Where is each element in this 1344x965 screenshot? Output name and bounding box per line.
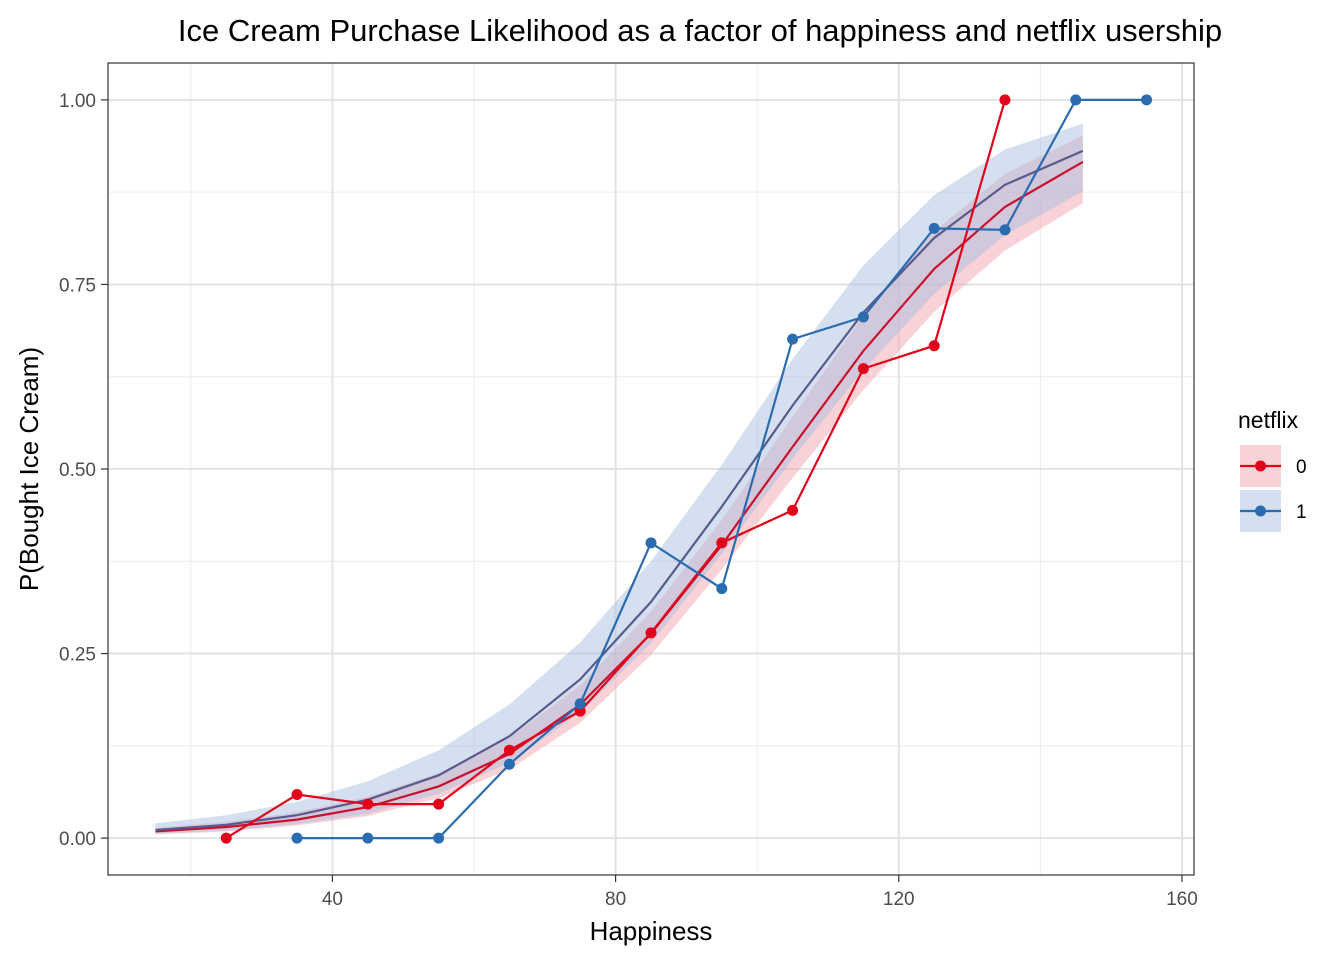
x-tick-label: 160 <box>1166 889 1198 910</box>
confidence-band-series-1 <box>155 123 1083 834</box>
data-point-series-0 <box>362 798 374 810</box>
data-point-series-0 <box>716 537 728 549</box>
data-point-series-1 <box>1070 94 1082 106</box>
y-tick-label: 0.00 <box>59 829 96 850</box>
legend-key-point <box>1255 460 1266 472</box>
y-axis-label: P(Bought Ice Cream) <box>14 347 44 591</box>
data-point-series-1 <box>433 832 445 844</box>
legend-item-1: 1 <box>1240 490 1307 532</box>
data-point-series-1 <box>574 698 586 710</box>
point-layer <box>220 94 1153 844</box>
data-point-series-0 <box>503 744 515 756</box>
x-axis-label: Happiness <box>590 916 713 946</box>
legend-key-point <box>1255 505 1266 517</box>
legend: netflix 01 <box>1238 407 1307 532</box>
axis-layer: 40 80 120 160 0.00 0.25 0.50 0.75 1.00 <box>59 91 1198 910</box>
data-point-series-1 <box>716 583 728 595</box>
data-point-series-1 <box>362 832 374 844</box>
data-line-series-0 <box>225 99 1007 840</box>
fit-line-series-1 <box>155 149 1084 832</box>
data-point-series-1 <box>503 758 515 770</box>
legend-title: netflix <box>1238 407 1299 433</box>
data-point-series-0 <box>928 340 940 352</box>
legend-label: 0 <box>1296 457 1307 478</box>
data-point-series-1 <box>787 333 799 345</box>
x-tick-label: 40 <box>322 889 343 910</box>
data-point-series-0 <box>220 832 232 844</box>
fit-line-series-0 <box>155 160 1084 833</box>
data-point-series-0 <box>645 627 657 639</box>
data-point-series-1 <box>1141 94 1153 106</box>
x-tick-label: 120 <box>883 889 915 910</box>
ribbon-layer <box>155 123 1083 835</box>
data-point-series-1 <box>291 832 303 844</box>
data-point-series-1 <box>928 222 940 234</box>
x-tick-label: 80 <box>605 889 626 910</box>
legend-item-0: 0 <box>1240 445 1307 487</box>
data-point-series-1 <box>645 537 657 549</box>
data-point-series-0 <box>291 789 303 801</box>
data-point-series-0 <box>857 363 869 375</box>
legend-items: 01 <box>1240 445 1307 532</box>
data-point-series-1 <box>857 311 869 323</box>
data-point-series-0 <box>787 504 799 516</box>
y-tick-label: 1.00 <box>59 91 96 112</box>
chart-title: Ice Cream Purchase Likelihood as a facto… <box>178 13 1222 48</box>
y-tick-label: 0.75 <box>59 275 96 296</box>
data-point-series-0 <box>433 798 445 810</box>
legend-label: 1 <box>1296 502 1307 523</box>
data-point-series-1 <box>999 224 1011 236</box>
y-tick-label: 0.25 <box>59 645 96 666</box>
data-point-series-0 <box>999 94 1011 106</box>
y-tick-label: 0.50 <box>59 460 96 481</box>
